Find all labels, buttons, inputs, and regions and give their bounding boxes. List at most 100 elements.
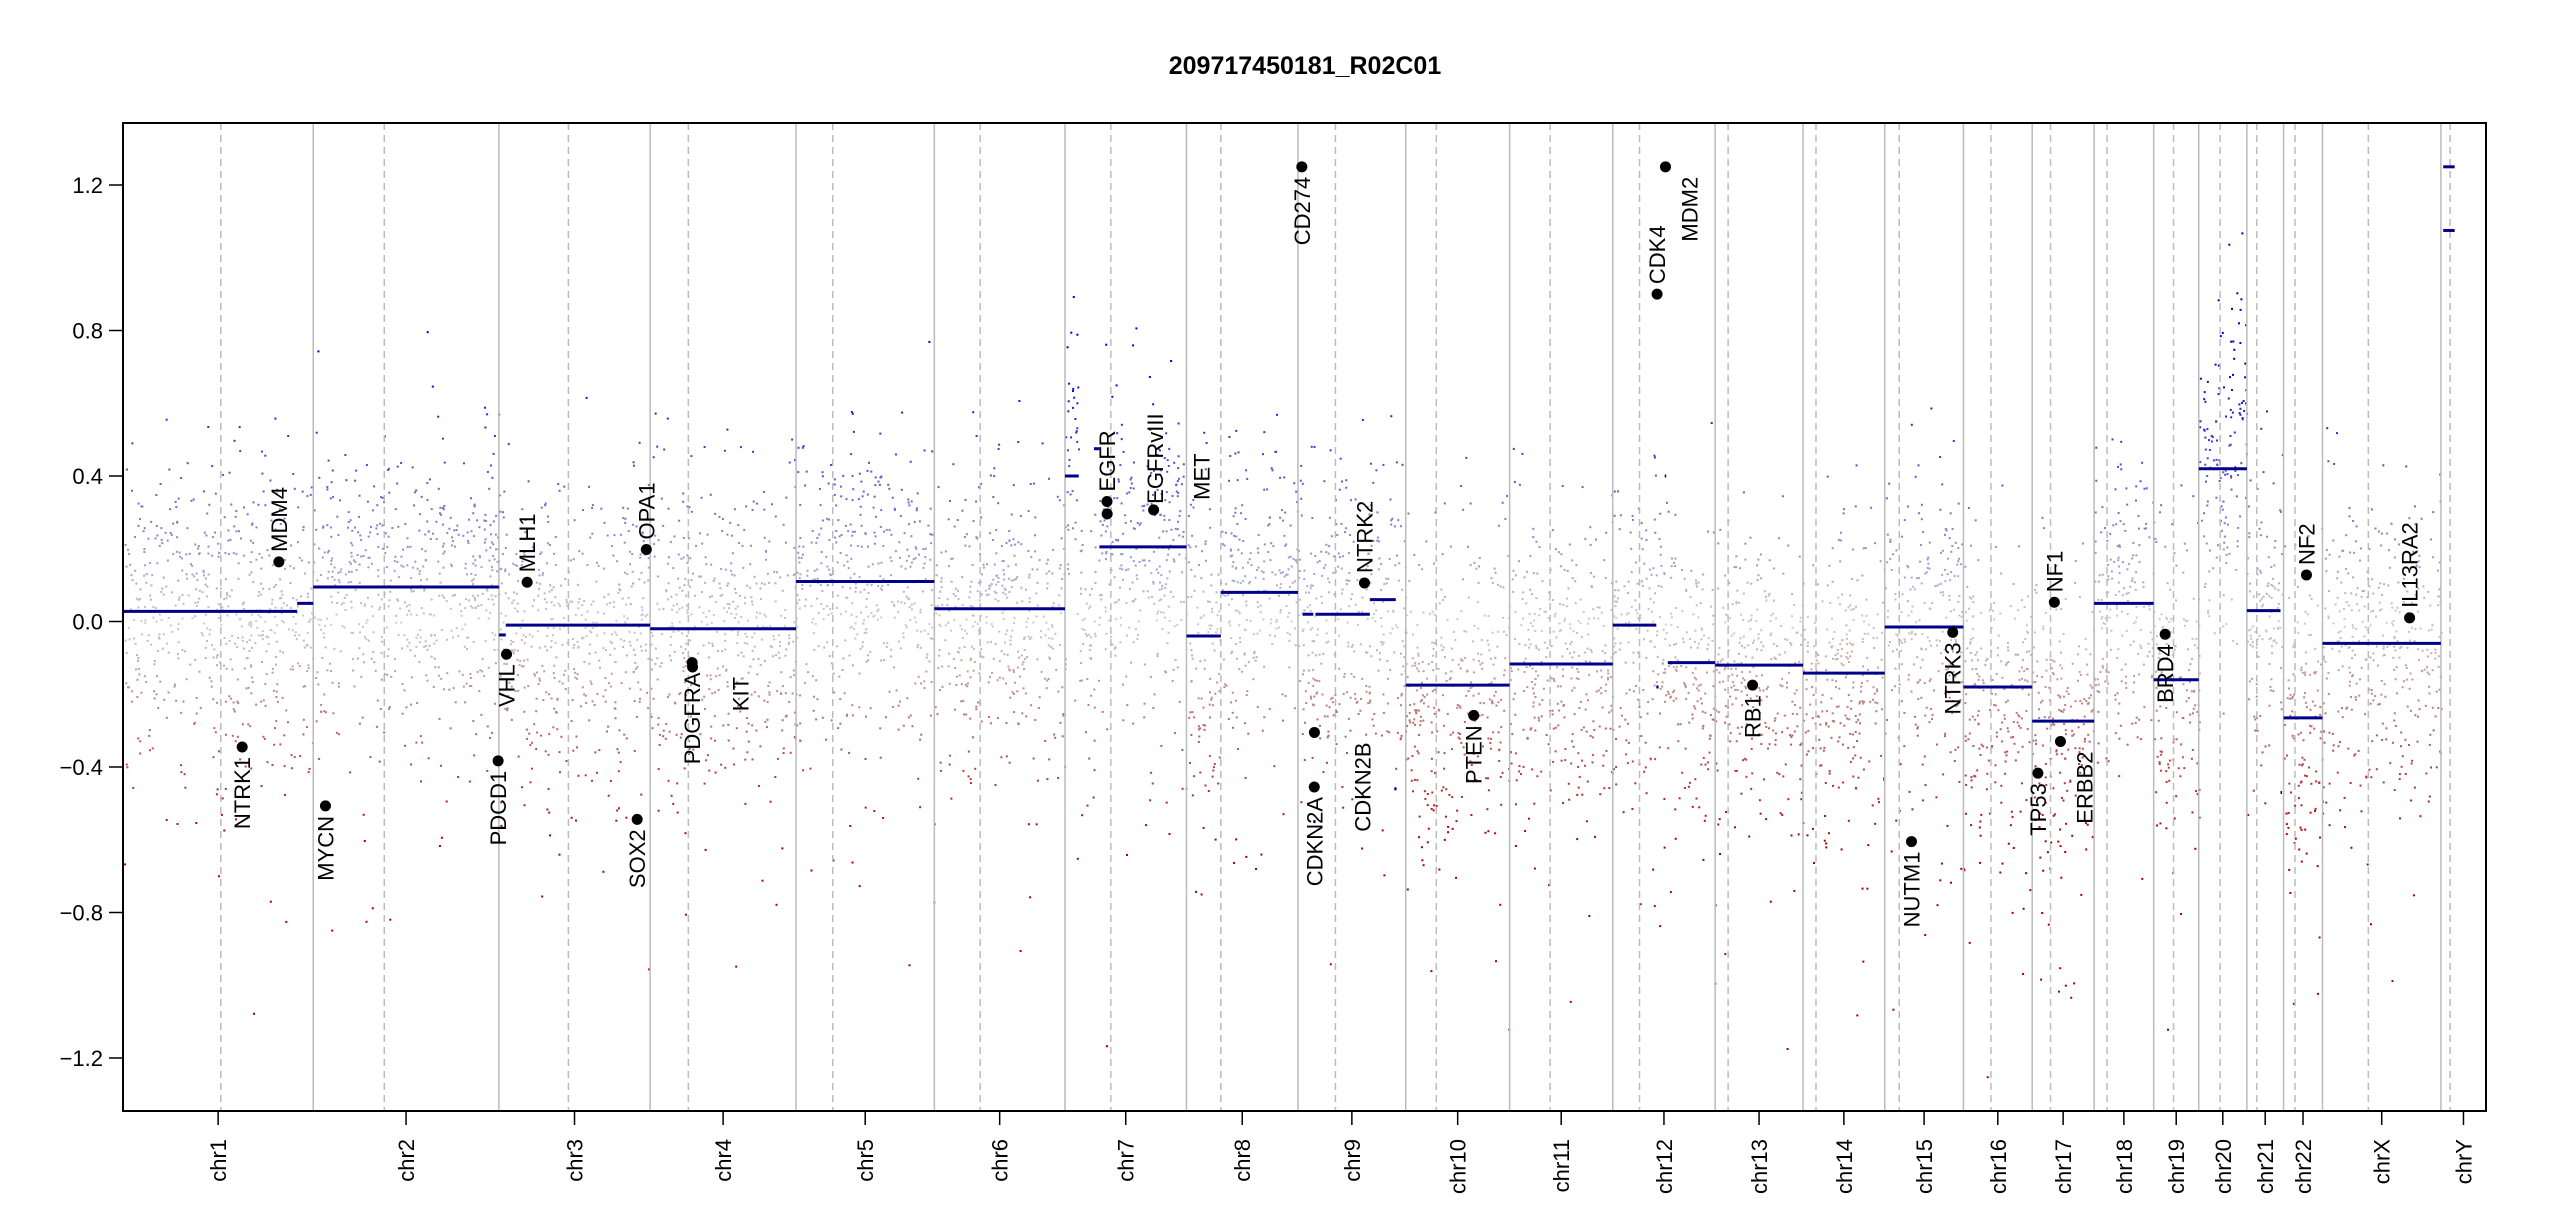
probe-point: [894, 550, 897, 553]
probe-point: [1670, 612, 1673, 615]
probe-point: [1566, 570, 1569, 572]
probe-point: [212, 698, 215, 701]
probe-point: [330, 601, 333, 604]
probe-point: [662, 524, 665, 527]
probe-point: [292, 473, 295, 475]
probe-point: [373, 661, 376, 664]
probe-point: [671, 625, 674, 628]
probe-point: [1019, 514, 1022, 517]
probe-point: [1532, 705, 1535, 708]
probe-point: [577, 601, 580, 604]
probe-point: [634, 661, 637, 664]
probe-point: [309, 493, 312, 496]
probe-point: [1007, 577, 1010, 580]
probe-point: [439, 512, 441, 515]
probe-point: [1750, 614, 1753, 617]
probe-point: [1426, 693, 1429, 696]
probe-point: [685, 694, 688, 697]
probe-point: [362, 653, 365, 656]
probe-point: [965, 618, 968, 621]
probe-point: [1126, 704, 1129, 707]
probe-point: [859, 505, 862, 508]
probe-point: [354, 560, 357, 563]
probe-point: [1047, 678, 1050, 680]
probe-point: [1725, 811, 1727, 813]
probe-point: [285, 709, 288, 712]
probe-point: [929, 507, 932, 510]
probe-point: [1059, 612, 1062, 615]
probe-point: [949, 629, 952, 632]
probe-point: [1577, 766, 1580, 768]
probe-point: [1584, 764, 1586, 767]
probe-point: [1004, 593, 1007, 596]
probe-point: [1248, 581, 1251, 584]
probe-point: [1661, 685, 1664, 688]
probe-point: [530, 645, 533, 648]
probe-point: [1790, 615, 1793, 618]
probe-point: [203, 574, 205, 577]
probe-point: [316, 671, 319, 674]
probe-point: [1479, 702, 1482, 705]
probe-point: [771, 655, 774, 658]
probe-point: [969, 778, 972, 781]
probe-point: [430, 655, 433, 658]
probe-point: [886, 642, 889, 645]
probe-point: [1369, 699, 1372, 702]
probe-point: [668, 730, 671, 733]
probe-point: [476, 519, 479, 522]
probe-point: [653, 543, 656, 546]
probe-point: [1763, 590, 1766, 593]
probe-point: [1509, 678, 1512, 681]
probe-point: [228, 640, 231, 642]
probe-point: [1569, 623, 1571, 626]
probe-point: [1699, 602, 1702, 605]
probe-point: [1470, 733, 1473, 736]
probe-point: [1106, 1045, 1108, 1048]
probe-point: [1526, 570, 1529, 573]
probe-point: [909, 565, 912, 568]
probe-point: [1020, 586, 1023, 589]
probe-point: [554, 596, 557, 599]
probe-point: [995, 552, 998, 555]
probe-point: [1271, 571, 1274, 574]
probe-point: [404, 744, 406, 747]
probe-point: [796, 625, 799, 628]
probe-point: [731, 552, 734, 555]
probe-point: [1248, 582, 1251, 585]
probe-point: [595, 580, 598, 583]
probe-point: [591, 504, 594, 507]
probe-point: [1612, 768, 1615, 771]
probe-point: [484, 426, 487, 429]
probe-point: [322, 525, 325, 528]
probe-point: [297, 506, 300, 509]
probe-point: [358, 563, 361, 566]
probe-point: [397, 525, 400, 528]
probe-point: [519, 627, 522, 629]
probe-point: [323, 636, 326, 639]
probe-point: [290, 754, 293, 757]
probe-point: [557, 483, 560, 486]
probe-point: [1449, 733, 1452, 736]
probe-point: [1717, 823, 1720, 826]
probe-point: [689, 557, 692, 560]
probe-point: [396, 465, 399, 468]
probe-point: [226, 594, 229, 597]
probe-point: [153, 663, 156, 666]
probe-point: [1607, 669, 1610, 672]
probe-point: [1088, 593, 1091, 596]
probe-point: [224, 733, 227, 736]
probe-point: [1400, 693, 1403, 695]
probe-point: [524, 531, 527, 534]
probe-point: [367, 639, 370, 642]
probe-point: [1689, 596, 1692, 599]
probe-point: [441, 523, 444, 526]
probe-point: [1380, 589, 1383, 592]
probe-point: [1315, 692, 1318, 695]
probe-point: [1252, 656, 1255, 659]
probe-point: [1440, 636, 1443, 639]
probe-point: [1542, 687, 1545, 690]
probe-point: [1406, 676, 1409, 679]
probe-point: [478, 526, 481, 529]
probe-point: [1119, 616, 1122, 619]
